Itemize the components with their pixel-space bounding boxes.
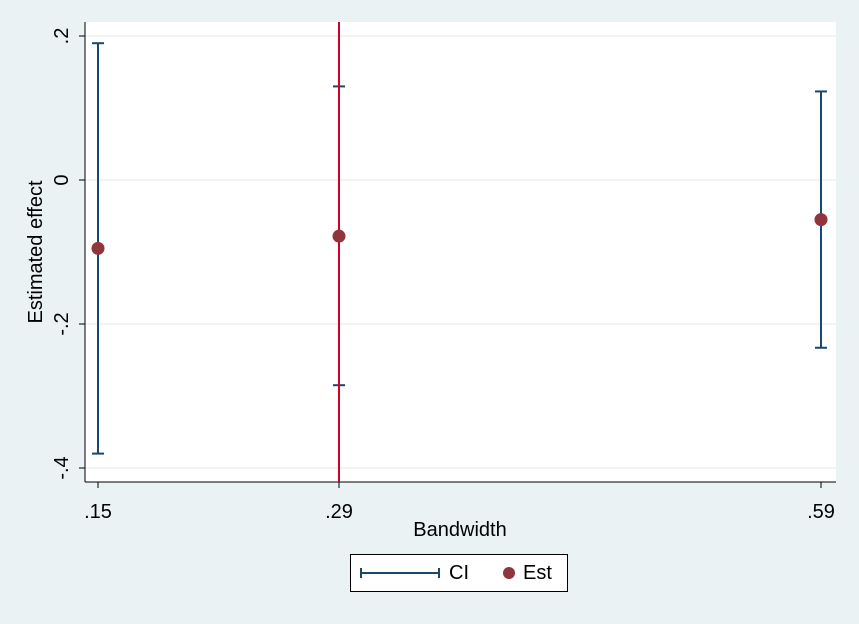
- estimate-point: [91, 241, 105, 255]
- x-axis-label: Bandwidth: [413, 519, 506, 541]
- x-tick-label: .59: [807, 501, 835, 523]
- y-axis-label: Estimated effect: [25, 180, 47, 323]
- legend-item-ci: CI: [359, 555, 469, 591]
- legend-item-est: Est: [501, 555, 552, 591]
- plot-region-background: [85, 22, 836, 482]
- legend-label-est: Est: [523, 561, 552, 584]
- ci-legend-symbol: [360, 568, 440, 578]
- y-tick-label: -.2: [51, 312, 73, 335]
- est-legend-symbol: [503, 567, 515, 579]
- estimate-point: [332, 229, 346, 243]
- x-tick-label: .15: [84, 501, 112, 523]
- x-tick-label: .29: [325, 501, 353, 523]
- legend-label-ci: CI: [449, 561, 469, 584]
- estimate-point: [814, 213, 828, 227]
- y-tick-label: .2: [51, 28, 73, 45]
- y-tick-label: 0: [51, 174, 73, 185]
- y-tick-label: -.4: [51, 456, 73, 479]
- legend: CI Est: [350, 554, 568, 592]
